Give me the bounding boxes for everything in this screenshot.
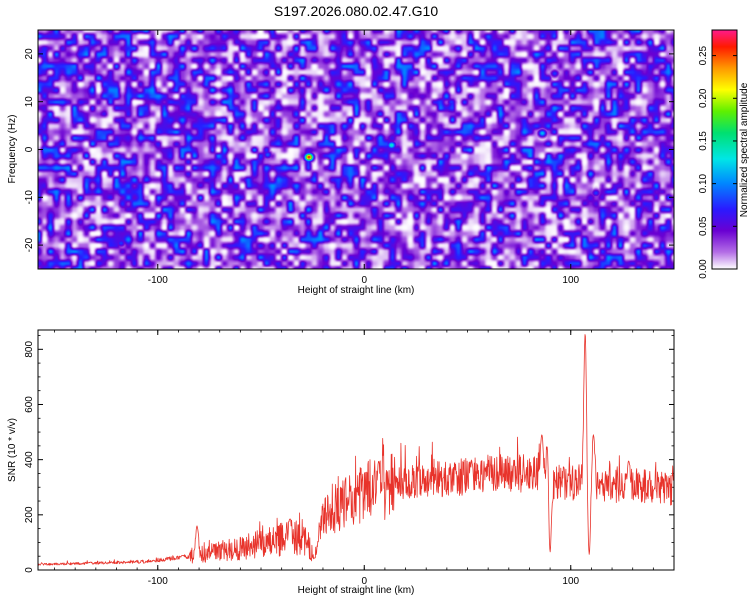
colorbar-label: Normalized spectral amplitude (739, 82, 750, 217)
snr-x-axis-label: Height of straight line (km) (298, 585, 415, 596)
heatmap-y-tick-label: 0 (24, 146, 35, 152)
heatmap-y-tick-label: 20 (24, 48, 35, 60)
snr-y-axis-label: SNR (10 * v/v) (7, 418, 18, 482)
snr-series-line (38, 334, 674, 566)
colorbar-tick-label: 0.10 (698, 173, 709, 193)
snr-y-tick-label: 600 (24, 396, 35, 413)
snr-frame (37, 329, 675, 571)
snr-y-tick-label: 400 (24, 451, 35, 468)
spectrogram-heatmap (38, 30, 674, 269)
snr-panel: -100 0 100 0 200 400 600 800 Height of straight… (7, 329, 675, 596)
heatmap-y-tick-label: -10 (24, 190, 35, 205)
colorbar-tick-label: 0.00 (698, 259, 709, 279)
snr-y-tick-label: 800 (24, 341, 35, 358)
snr-x-tick-label: 0 (361, 576, 367, 587)
heatmap-y-axis-label: Frequency (Hz) (7, 115, 18, 184)
colorbar-gradient (711, 29, 738, 270)
snr-x-tick-label: -100 (148, 576, 168, 587)
colorbar-tick-label: 0.05 (698, 216, 709, 236)
heatmap-y-tick-label: -20 (24, 237, 35, 252)
heatmap-x-axis-label: Height of straight line (km) (298, 285, 415, 296)
colorbar: 0.00 0.05 0.10 0.15 0.20 0.25 Normalized spec… (698, 29, 750, 279)
heatmap-x-tick-label: 100 (562, 275, 579, 286)
colorbar-tick-label: 0.20 (698, 88, 709, 108)
snr-x-tick-label: 100 (562, 576, 579, 587)
snr-y-tick-label: 200 (24, 506, 35, 523)
snr-y-tick-label: 0 (24, 567, 35, 573)
heatmap-frame (37, 29, 675, 270)
colorbar-axes: 0.00 0.05 0.10 0.15 0.20 0.25 (698, 45, 737, 279)
heatmap-x-tick-label: 0 (361, 275, 367, 286)
colorbar-tick-label: 0.15 (698, 131, 709, 151)
heatmap-y-tick-label: 10 (24, 96, 35, 108)
snr-plot-background (38, 330, 674, 570)
figure-title: S197.2026.080.02.47.G10 (274, 3, 438, 19)
colorbar-tick-label: 0.25 (698, 45, 709, 65)
heatmap-x-tick-label: -100 (148, 275, 168, 286)
